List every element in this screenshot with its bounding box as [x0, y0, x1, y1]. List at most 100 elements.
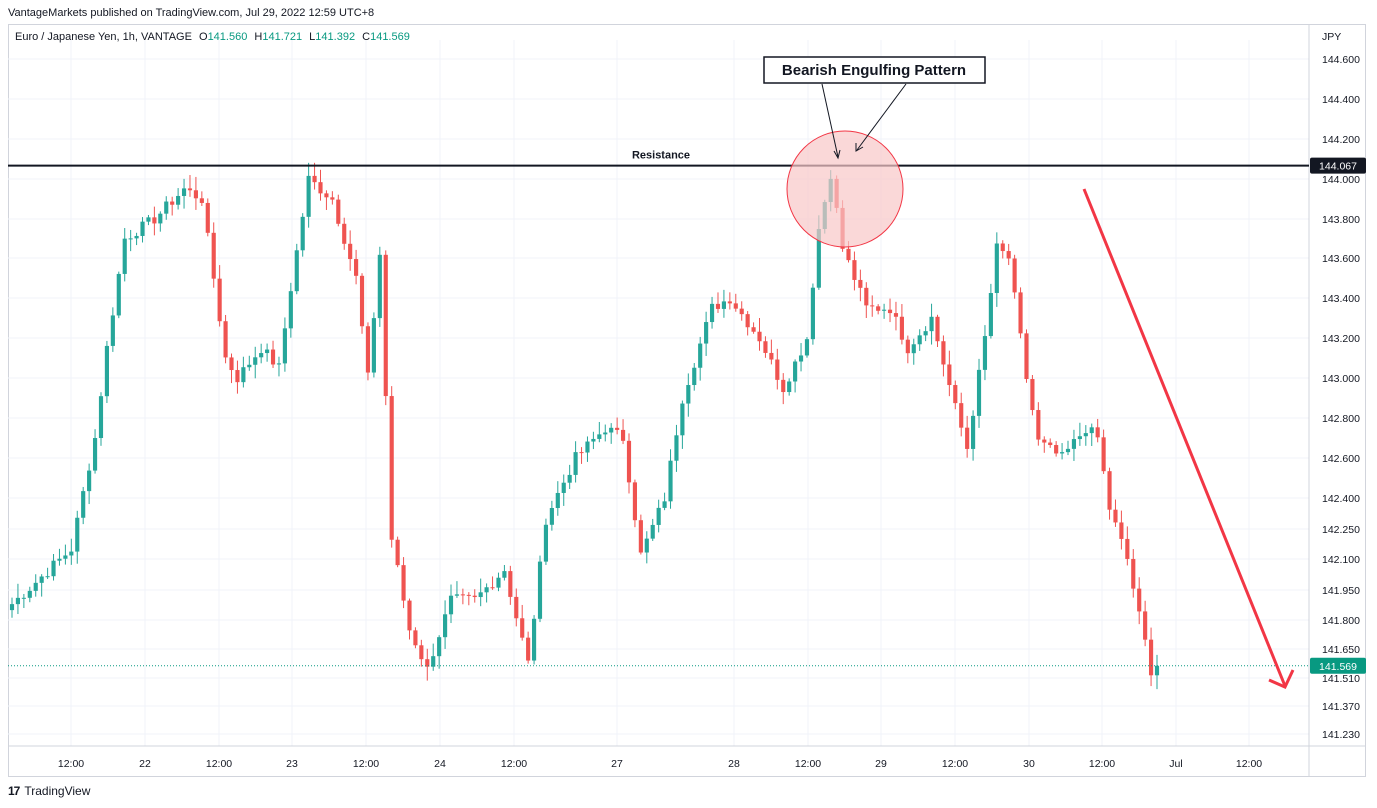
time-tick-label: 12:00 [353, 758, 379, 770]
candle-down [1101, 437, 1106, 472]
price-tick-label: 141.510 [1322, 673, 1360, 685]
candle-down [1148, 639, 1154, 676]
candle-up [929, 316, 934, 332]
candle-up [104, 345, 109, 397]
annotation-box [763, 56, 986, 84]
candle-down [870, 305, 875, 307]
footer-branding[interactable]: 17 TradingView [8, 784, 90, 798]
resistance-price-tag [1310, 157, 1366, 174]
price-tick-label: 143.200 [1322, 333, 1360, 345]
candle-down [1030, 379, 1035, 411]
candle-up [573, 452, 578, 475]
candle-down [217, 278, 222, 322]
candle-up [674, 435, 679, 461]
candle-up [98, 396, 104, 439]
price-tick-label: 143.600 [1322, 253, 1360, 265]
candle-up [656, 507, 661, 525]
price-tick-label: 141.800 [1322, 615, 1360, 627]
candle-up [92, 438, 98, 471]
candle-up [502, 571, 507, 578]
price-tick-label: 144.200 [1322, 134, 1360, 146]
annotation-arrowhead-right [855, 143, 864, 152]
candle-up [57, 558, 62, 561]
candle-up [994, 243, 999, 294]
candle-down [336, 199, 341, 224]
price-tick-label: 144.000 [1322, 174, 1360, 186]
candle-down [775, 359, 780, 380]
candle-down [727, 301, 732, 304]
candle-down [846, 248, 851, 261]
candle-up [567, 474, 572, 483]
candle-down [520, 618, 525, 638]
candle-down [152, 217, 157, 224]
candle-down [1000, 243, 1005, 252]
time-tick-label: 12:00 [1089, 758, 1115, 770]
candle-down [620, 429, 626, 441]
time-tick-label: 12:00 [795, 758, 821, 770]
candle-up [443, 614, 448, 638]
currency-label: JPY [1322, 31, 1341, 43]
time-tick-label: 22 [139, 758, 151, 770]
candle-up [793, 361, 798, 382]
candle-up [140, 221, 145, 236]
candle-down [959, 403, 964, 428]
candle-down [395, 539, 400, 566]
candle-up [300, 216, 305, 251]
candle-up [164, 201, 169, 214]
candle-up [787, 381, 792, 393]
candle-up [134, 235, 139, 239]
candle-down [953, 385, 958, 404]
candle-up [680, 403, 685, 436]
candle-down [965, 427, 970, 449]
candle-up [306, 175, 311, 217]
low-value: 141.392 [315, 31, 356, 43]
candle-up [122, 238, 127, 274]
candle-up [294, 250, 299, 292]
price-tick-label: 143.400 [1322, 293, 1360, 305]
candle-down [615, 427, 620, 430]
candle-up [454, 594, 460, 596]
candle-up [176, 195, 181, 205]
candle-down [413, 630, 418, 646]
close-label: C [362, 31, 371, 43]
candle-up [9, 604, 15, 611]
candle-up [917, 335, 922, 345]
candle-down [1018, 292, 1023, 334]
candle-down [365, 326, 371, 373]
candle-up [721, 301, 726, 309]
candle-down [858, 279, 863, 288]
candle-down [401, 565, 406, 601]
candle-up [1083, 433, 1088, 437]
annotation-text: Bearish Engulfing Pattern [782, 62, 966, 79]
low-label: L [309, 31, 316, 43]
candle-down [935, 316, 940, 342]
candle-up [609, 427, 614, 433]
candle-up [69, 551, 74, 556]
candle-up [798, 355, 804, 362]
candle-up [45, 576, 50, 578]
candle-down [864, 287, 869, 306]
price-tick-label: 144.600 [1322, 54, 1360, 66]
time-tick-label: 30 [1023, 758, 1035, 770]
engulfing-highlight-circle [786, 130, 904, 248]
candle-down [745, 314, 750, 328]
candle-down [235, 370, 240, 383]
candle-up [704, 322, 709, 344]
candle-up [496, 577, 501, 588]
candle-down [899, 316, 904, 340]
annotation-arrowhead-left [833, 149, 841, 160]
candle-up [377, 254, 382, 319]
candle-down [1095, 427, 1100, 438]
candle-up [709, 303, 715, 323]
candle-up [276, 363, 282, 365]
candle-up [537, 561, 543, 619]
candle-up [1065, 448, 1071, 453]
candle-down [460, 594, 465, 596]
price-tick-label: 142.250 [1322, 524, 1360, 536]
price-tick-label: 142.100 [1322, 554, 1360, 566]
tradingview-logo-icon: 17 [8, 784, 20, 798]
candle-up [158, 213, 163, 224]
candle-up [1071, 439, 1077, 449]
candle-up [549, 508, 554, 525]
